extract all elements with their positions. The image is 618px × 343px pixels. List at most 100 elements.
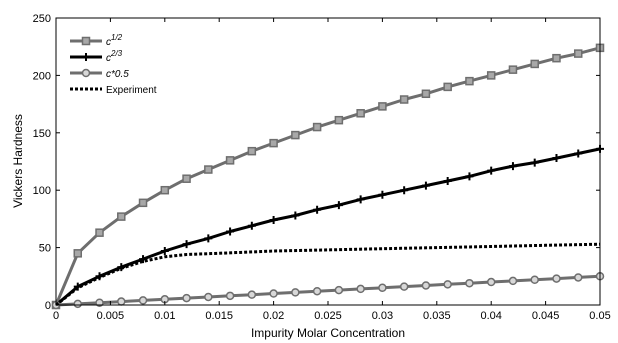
- y-tick-label: 250: [33, 13, 51, 25]
- x-axis: 0 0.005 0.01 0.015 0.02 0.025 0.03 0.035 0.04 0.0…: [53, 18, 611, 322]
- data-point-circle: [356, 284, 365, 294]
- data-point-square: [573, 49, 583, 58]
- data-point-square: [312, 122, 322, 132]
- series-1: [52, 144, 604, 309]
- data-point-square: [552, 53, 561, 63]
- data-point-circle: [269, 289, 278, 298]
- x-axis-title: Impurity Molar Concentration: [251, 326, 405, 340]
- data-point-plus: [443, 177, 452, 186]
- x-tick-label: 0.025: [314, 310, 342, 322]
- x-tick-label: 0.03: [372, 310, 393, 322]
- legend-label-base: c*0.5: [106, 69, 129, 80]
- data-point-plus: [313, 205, 322, 214]
- data-point-plus: [465, 172, 474, 181]
- data-point-circle: [225, 291, 235, 301]
- x-tick-label: 0.035: [423, 310, 451, 322]
- data-point-square: [334, 115, 344, 125]
- x-tick-label: 0.045: [532, 310, 560, 322]
- data-point-square: [117, 212, 126, 221]
- data-point-square: [225, 156, 235, 165]
- data-point-circle: [204, 292, 213, 302]
- x-tick-label: 0.015: [205, 310, 233, 322]
- data-point-plus: [334, 201, 343, 210]
- data-point-circle: [486, 277, 496, 287]
- legend-item: c2/3: [70, 49, 123, 64]
- legend-label-superscript: 1/2: [111, 33, 123, 42]
- data-point-square: [356, 109, 365, 118]
- data-point-circle: [182, 293, 191, 303]
- data-point-square: [81, 36, 91, 46]
- data-point-plus: [378, 190, 387, 199]
- data-point-circle: [573, 273, 583, 282]
- legend-label-base: c: [106, 53, 111, 64]
- data-point-plus: [530, 158, 539, 167]
- data-point-square: [486, 71, 496, 80]
- data-point-circle: [95, 298, 104, 307]
- data-point-square: [378, 102, 387, 111]
- data-point-plus: [291, 211, 300, 220]
- data-point-square: [269, 138, 278, 148]
- data-point-circle: [247, 290, 257, 299]
- y-tick-label: 150: [33, 128, 51, 140]
- data-point-circle: [421, 281, 431, 290]
- legend-item: c*0.5: [70, 68, 129, 80]
- data-point-square: [530, 59, 539, 69]
- data-point-plus: [160, 247, 169, 256]
- data-point-circle: [73, 299, 83, 309]
- legend-label: c2/3: [106, 49, 123, 64]
- y-tick-label: 200: [33, 70, 51, 82]
- data-point-circle: [552, 274, 561, 283]
- legend-label: c1/2: [106, 33, 123, 48]
- data-point-square: [182, 174, 191, 183]
- data-point-circle: [291, 288, 300, 297]
- y-tick-label: 50: [39, 243, 51, 255]
- series-3: [55, 242, 601, 307]
- data-point-square: [73, 249, 83, 258]
- data-point-square: [421, 89, 431, 99]
- data-point-square: [138, 198, 148, 208]
- data-point-plus: [487, 166, 496, 175]
- legend-label-superscript: 2/3: [110, 49, 123, 58]
- y-tick-label: 0: [45, 300, 51, 312]
- data-point-circle: [117, 297, 126, 306]
- y-axis: 0 50 100 150 200 250: [33, 13, 600, 312]
- data-point-plus: [421, 181, 430, 190]
- series-0: [51, 43, 605, 310]
- legend-label-base: c: [106, 37, 111, 48]
- data-point-plus: [204, 234, 213, 243]
- data-point-circle: [334, 285, 344, 295]
- data-point-circle: [378, 283, 387, 293]
- legend-label-base: Experiment: [106, 85, 157, 96]
- x-tick-label: 0.05: [589, 310, 610, 322]
- data-point-circle: [530, 275, 539, 284]
- data-point-circle: [399, 282, 409, 291]
- data-point-plus: [182, 240, 191, 249]
- series-layer: [51, 43, 605, 310]
- data-point-circle: [81, 68, 91, 78]
- data-point-circle: [312, 286, 322, 296]
- legend-item: Experiment: [70, 85, 157, 96]
- data-point-circle: [138, 296, 148, 305]
- y-tick-label: 100: [33, 185, 51, 197]
- data-point-circle: [508, 276, 518, 286]
- data-point-square: [443, 82, 452, 92]
- series-line: [55, 242, 601, 307]
- data-point-plus: [247, 221, 256, 230]
- data-point-square: [247, 146, 257, 156]
- data-point-plus: [356, 195, 365, 204]
- data-point-square: [204, 165, 213, 174]
- legend-label: Experiment: [106, 85, 157, 96]
- y-axis-title: Vickers Hardness: [11, 114, 25, 208]
- data-point-square: [160, 185, 170, 195]
- data-point-plus: [552, 154, 561, 163]
- data-point-plus: [139, 255, 148, 264]
- x-tick-label: 0.005: [97, 310, 125, 322]
- data-point-plus: [508, 162, 517, 171]
- data-point-circle: [465, 278, 474, 288]
- data-point-plus: [226, 227, 235, 236]
- x-tick-label: 0: [53, 310, 59, 322]
- data-point-plus: [400, 186, 409, 195]
- x-tick-label: 0.04: [480, 310, 501, 322]
